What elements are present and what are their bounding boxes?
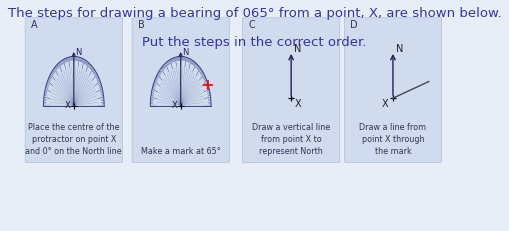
Text: N: N xyxy=(294,44,302,54)
Text: Put the steps in the correct order.: Put the steps in the correct order. xyxy=(143,36,366,49)
Text: X: X xyxy=(382,99,388,109)
Text: N: N xyxy=(182,48,189,57)
FancyBboxPatch shape xyxy=(344,18,441,162)
Text: X: X xyxy=(295,99,302,109)
FancyBboxPatch shape xyxy=(132,18,229,162)
Text: D: D xyxy=(350,20,357,30)
Text: N: N xyxy=(75,48,82,57)
Text: N: N xyxy=(396,44,404,54)
Text: X: X xyxy=(172,101,177,110)
FancyBboxPatch shape xyxy=(242,18,340,162)
Text: X: X xyxy=(65,101,70,110)
FancyBboxPatch shape xyxy=(25,18,122,162)
Text: Place the centre of the
protractor on point X
and 0° on the North line: Place the centre of the protractor on po… xyxy=(25,123,122,156)
Text: A: A xyxy=(31,20,38,30)
Text: Make a mark at 65°: Make a mark at 65° xyxy=(141,147,220,156)
Text: B: B xyxy=(137,20,145,30)
Text: C: C xyxy=(248,20,255,30)
Text: Draw a line from
point X through
the mark: Draw a line from point X through the mar… xyxy=(359,123,427,156)
Text: The steps for drawing a bearing of 065° from a point, X, are shown below.: The steps for drawing a bearing of 065° … xyxy=(8,7,501,20)
Text: Draw a vertical line
from point X to
represent North: Draw a vertical line from point X to rep… xyxy=(252,123,330,156)
